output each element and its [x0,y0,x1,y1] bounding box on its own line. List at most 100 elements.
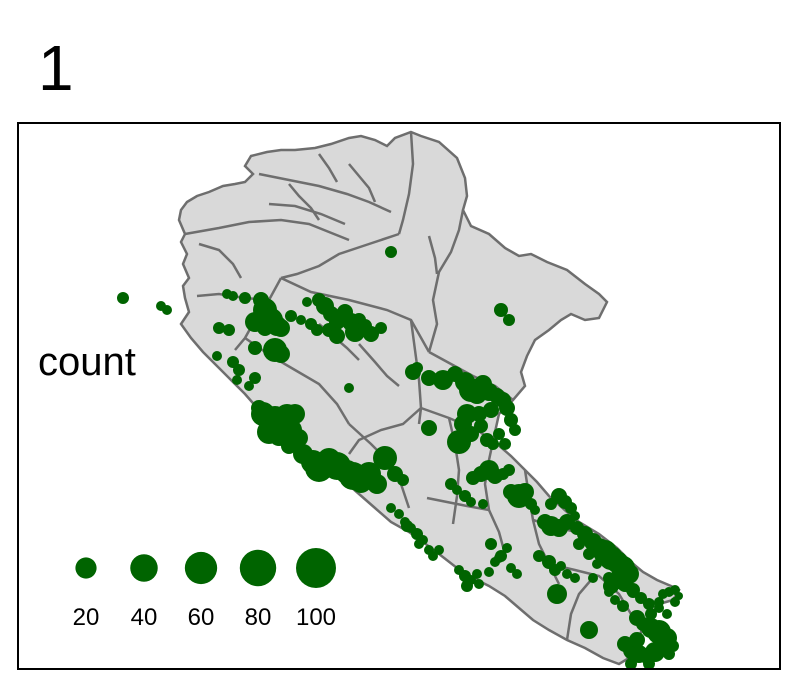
map-point [474,579,484,589]
map-point [499,438,511,450]
map-point [617,600,629,612]
map-point [375,322,387,334]
map-point [414,539,424,549]
map-point [487,438,499,450]
map-point [493,428,505,440]
map-point [573,538,585,550]
map-point [244,381,254,391]
map-point [213,322,225,334]
map-point [499,400,515,416]
map-point [311,324,323,336]
map-point [257,320,273,336]
map-point [421,420,437,436]
map-point [662,609,672,619]
map-canvas [117,130,683,668]
map-point [516,483,534,501]
map-point [363,326,379,342]
map-point [367,474,387,494]
legend-symbols [75,548,336,588]
map-point [373,446,397,470]
map-point [625,658,637,668]
map-point [394,509,404,519]
legend-symbol-80 [239,549,277,587]
map-point [565,502,577,514]
map-point [484,567,494,577]
map-point [610,595,620,605]
legend-symbol-100 [296,548,336,588]
map-point [452,485,462,495]
map-point [248,341,262,355]
legend-symbol-40 [130,554,158,582]
map-point [296,315,306,325]
map-point [397,474,409,486]
map-point [472,569,482,579]
map-point [272,345,290,363]
map-point [556,561,566,571]
map-point [502,543,512,553]
map-point [503,464,515,476]
map-point [629,632,645,648]
map-point [228,291,238,301]
legend-label-40: 40 [130,604,158,631]
map-point [281,438,297,454]
map-point [530,505,540,515]
map-point [504,413,518,427]
map-point [645,608,657,620]
map-point [233,364,245,376]
map-point [512,569,522,579]
map-point [387,248,395,256]
legend-label-20: 20 [72,604,100,631]
map-point [239,292,251,304]
legend-label-100: 100 [295,604,337,631]
map-point [545,498,557,510]
map-point [162,305,172,315]
map-point [249,372,261,384]
map-point [547,584,567,604]
map-point [509,424,521,436]
map-point [562,569,572,579]
map-point [570,573,580,583]
map-point [592,559,602,569]
legend-label-80: 80 [244,604,272,631]
map-point [329,328,345,344]
map-point [272,319,290,337]
map-point [570,511,580,521]
map-point [401,520,413,532]
map-point [494,303,508,317]
map-point [386,503,396,513]
map-point [533,550,545,562]
map-point [654,597,664,607]
map-point [658,589,668,599]
map-point [604,587,614,597]
map-point [466,497,476,507]
panel-label: 1 [38,32,74,104]
map-point [411,362,423,374]
map-point [474,419,488,433]
map-point [485,538,497,550]
map-point [461,580,473,592]
map-point [344,383,354,393]
legend-symbol-60 [184,551,218,585]
map-point [643,658,655,668]
map-point [421,370,437,386]
point-layer [117,246,683,668]
map-point [643,598,655,610]
map-point [285,310,297,322]
map-point [434,545,444,555]
map-point [302,297,312,307]
map-point [463,426,479,442]
map-point [603,572,615,584]
map-point [212,351,222,361]
map-point [478,499,488,509]
map-point [588,573,598,583]
map-panel [17,122,781,670]
map-point [494,553,504,563]
map-point [503,314,515,326]
map-point [667,640,679,652]
map-point [580,621,598,639]
map-point [223,324,235,336]
map-point [583,548,595,560]
map-point [117,292,129,304]
legend-label-60: 60 [187,604,215,631]
map-point [670,597,680,607]
